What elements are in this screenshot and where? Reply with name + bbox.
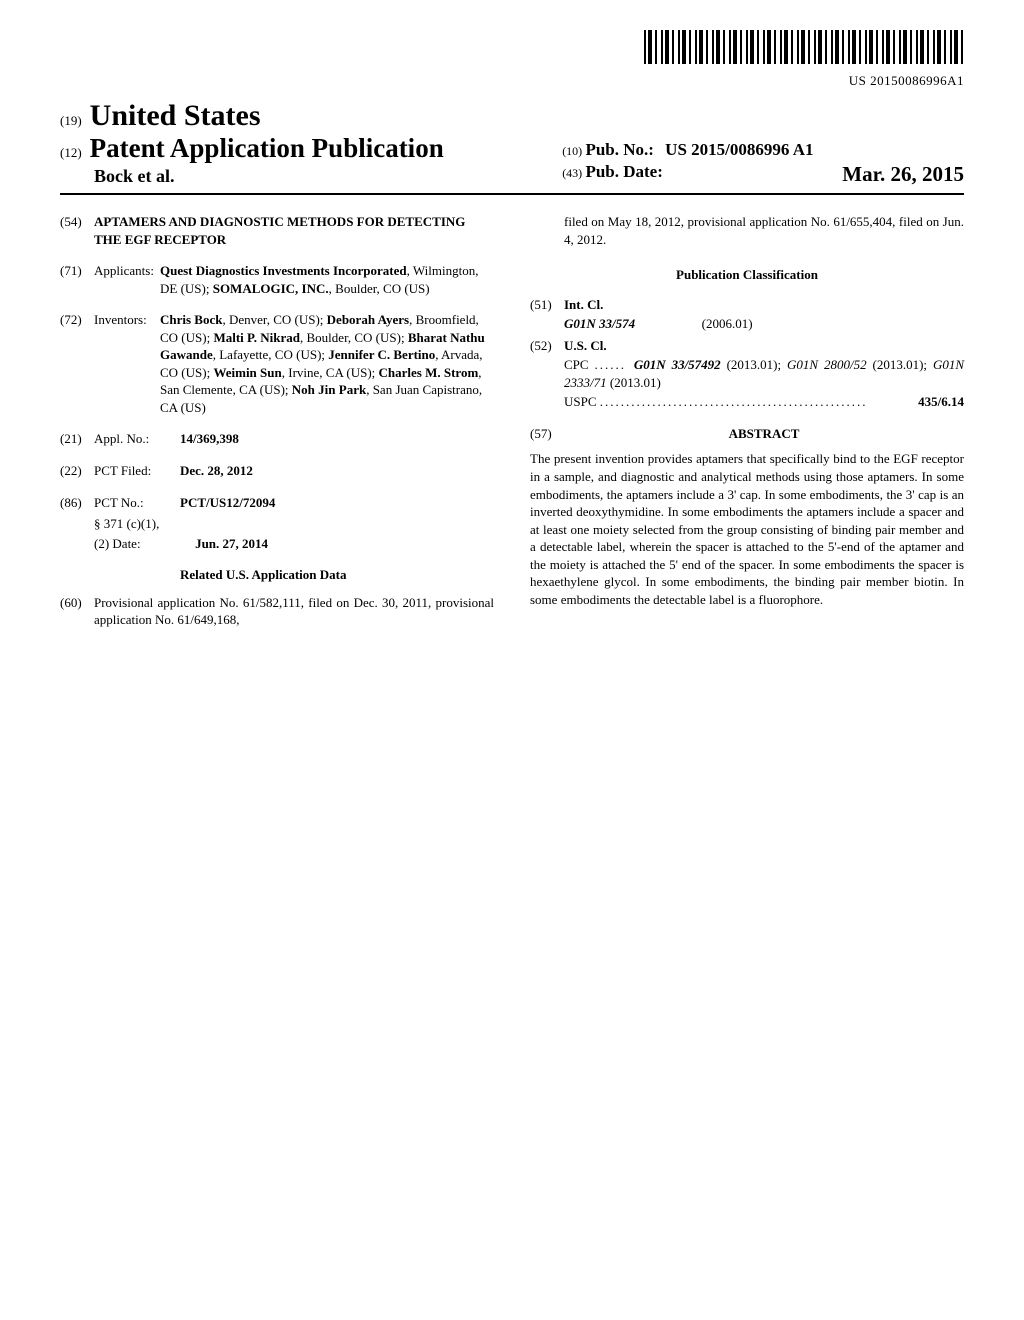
authors-line: Bock et al. bbox=[60, 166, 542, 187]
label-86: PCT No.: bbox=[94, 494, 180, 512]
code-57: (57) bbox=[530, 425, 564, 443]
code-86: (86) bbox=[60, 494, 94, 512]
class-date-51: (2006.01) bbox=[702, 316, 753, 331]
code-22: (22) bbox=[60, 462, 94, 480]
uspc-label: USPC bbox=[564, 394, 597, 409]
pub-date-value: Mar. 26, 2015 bbox=[842, 162, 964, 187]
code-54: (54) bbox=[60, 213, 94, 248]
header-right: (10) Pub. No.: US 2015/0086996 A1 (43) P… bbox=[542, 140, 964, 187]
country-name: United States bbox=[90, 99, 261, 132]
cpc-dots: ...... bbox=[594, 357, 633, 372]
pub-no-line: (10) Pub. No.: US 2015/0086996 A1 bbox=[562, 140, 964, 160]
value-22: Dec. 28, 2012 bbox=[180, 463, 253, 478]
value-21: 14/369,398 bbox=[180, 431, 239, 446]
field-51: (51) Int. Cl. bbox=[530, 296, 964, 314]
field-72: (72) Inventors: Chris Bock, Denver, CO (… bbox=[60, 311, 494, 416]
pub-type-line: (12) Patent Application Publication bbox=[60, 133, 542, 164]
code-51: (51) bbox=[530, 296, 564, 314]
barcode-block bbox=[60, 30, 964, 69]
barcode-number: US 20150086996A1 bbox=[60, 73, 964, 89]
label-52: U.S. Cl. bbox=[564, 338, 607, 353]
body-71: Quest Diagnostics Investments Incorporat… bbox=[160, 262, 494, 297]
pub-no-label: Pub. No.: bbox=[585, 140, 653, 159]
barcode-graphic bbox=[644, 30, 964, 64]
title-54: APTAMERS AND DIAGNOSTIC METHODS FOR DETE… bbox=[94, 213, 494, 248]
pub-no-value: US 2015/0086996 A1 bbox=[665, 140, 813, 159]
field-52-uspc: USPC ...................................… bbox=[530, 393, 964, 411]
label-71: Applicants: bbox=[94, 262, 160, 297]
field-52-cpc: CPC ...... G01N 33/57492 (2013.01); G01N… bbox=[530, 356, 964, 391]
code-12: (12) bbox=[60, 145, 82, 160]
field-86-sub1: § 371 (c)(1), bbox=[60, 515, 494, 533]
field-22: (22) PCT Filed: Dec. 28, 2012 bbox=[60, 462, 494, 480]
uspc-dots: ........................................… bbox=[600, 394, 868, 409]
value-86-sub2: Jun. 27, 2014 bbox=[195, 536, 268, 551]
code-60: (60) bbox=[60, 594, 94, 629]
code-72: (72) bbox=[60, 311, 94, 416]
header-row: (19) United States (12) Patent Applicati… bbox=[60, 99, 964, 195]
label-51: Int. Cl. bbox=[564, 297, 603, 312]
field-54: (54) APTAMERS AND DIAGNOSTIC METHODS FOR… bbox=[60, 213, 494, 248]
field-52: (52) U.S. Cl. bbox=[530, 337, 964, 355]
body-72: Chris Bock, Denver, CO (US); Deborah Aye… bbox=[160, 311, 494, 416]
body-60: Provisional application No. 61/582,111, … bbox=[94, 594, 494, 629]
field-51-class: G01N 33/574 (2006.01) bbox=[530, 315, 964, 333]
code-21: (21) bbox=[60, 430, 94, 448]
code-10: (10) bbox=[562, 144, 582, 158]
field-86-sub2: (2) Date: Jun. 27, 2014 bbox=[60, 535, 494, 553]
code-52: (52) bbox=[530, 337, 564, 355]
label-21: Appl. No.: bbox=[94, 430, 180, 448]
pub-date-line: (43) Pub. Date: Mar. 26, 2015 bbox=[562, 162, 964, 182]
label-86-sub2: (2) Date: bbox=[94, 536, 141, 551]
value-86: PCT/US12/72094 bbox=[180, 495, 275, 510]
body-columns: (54) APTAMERS AND DIAGNOSTIC METHODS FOR… bbox=[60, 213, 964, 629]
left-column: (54) APTAMERS AND DIAGNOSTIC METHODS FOR… bbox=[60, 213, 494, 629]
field-86: (86) PCT No.: PCT/US12/72094 bbox=[60, 494, 494, 512]
code-43: (43) bbox=[562, 166, 582, 180]
country-line: (19) United States bbox=[60, 99, 542, 133]
class-sym-51: G01N 33/574 bbox=[564, 316, 635, 331]
label-72: Inventors: bbox=[94, 311, 160, 416]
code-71: (71) bbox=[60, 262, 94, 297]
continuation-60: filed on May 18, 2012, provisional appli… bbox=[530, 213, 964, 248]
publication-type: Patent Application Publication bbox=[90, 133, 444, 163]
related-heading: Related U.S. Application Data bbox=[180, 566, 494, 584]
field-60: (60) Provisional application No. 61/582,… bbox=[60, 594, 494, 629]
abstract-text: The present invention provides aptamers … bbox=[530, 450, 964, 608]
cpc-label: CPC bbox=[564, 357, 589, 372]
pub-date-label: Pub. Date: bbox=[585, 162, 662, 181]
label-22: PCT Filed: bbox=[94, 462, 180, 480]
right-column: filed on May 18, 2012, provisional appli… bbox=[530, 213, 964, 629]
header-left: (19) United States (12) Patent Applicati… bbox=[60, 99, 542, 187]
uspc-value: 435/6.14 bbox=[918, 393, 964, 411]
pub-class-heading: Publication Classification bbox=[530, 266, 964, 284]
code-19: (19) bbox=[60, 113, 82, 128]
field-21: (21) Appl. No.: 14/369,398 bbox=[60, 430, 494, 448]
field-71: (71) Applicants: Quest Diagnostics Inves… bbox=[60, 262, 494, 297]
label-57: ABSTRACT bbox=[729, 426, 800, 441]
field-57: (57) ABSTRACT bbox=[530, 425, 964, 443]
